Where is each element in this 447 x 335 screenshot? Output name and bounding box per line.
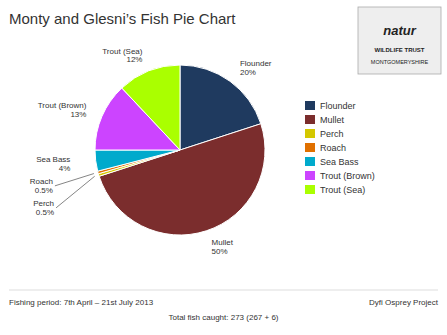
data-label-value: 20% (240, 68, 256, 77)
footer-text: Dyfi Osprey Project (369, 298, 439, 307)
legend-swatch (305, 143, 315, 152)
data-label-value: 50% (212, 247, 228, 256)
pie-slice (122, 65, 180, 150)
logo-text: natur (383, 23, 416, 38)
legend-swatch (305, 157, 315, 166)
footer-text: Fishing period: 7th April – 21st July 20… (9, 298, 154, 307)
legend-item: Trout (Sea) (305, 185, 365, 195)
footer-rule (9, 290, 438, 291)
data-label: Trout (Sea)12% (102, 47, 142, 65)
legend-label: Trout (Brown) (320, 171, 375, 181)
data-label-value: 12% (126, 55, 142, 64)
pie-slice (95, 150, 180, 171)
data-label-value: 13% (70, 110, 86, 119)
logo-text: MONTGOMERYSHIRE (371, 59, 429, 65)
data-label-name: Roach (30, 177, 53, 186)
data-label-value: 4% (59, 164, 71, 173)
data-label-name: Sea Bass (36, 155, 70, 164)
title: Monty and Glesni’s Fish Pie Chart (9, 10, 236, 27)
chart: Monty and Glesni’s Fish Pie Chart Flounde… (0, 0, 447, 335)
legend-label: Perch (320, 129, 344, 139)
logo-box (358, 7, 441, 74)
legend: Flounder Mullet Perch Roach Sea Bass Trout (B… (305, 101, 375, 195)
legend-item: Mullet (305, 115, 345, 125)
data-label: Flounder20% (240, 59, 272, 77)
legend-swatch (305, 185, 315, 194)
data-label: Perch0.5% (33, 199, 54, 217)
footer-text: Total fish caught: 273 (267 + 6) (168, 313, 278, 322)
data-label-value: 0.5% (36, 208, 54, 217)
pie: Flounder20%Mullet50%Perch0.5%Roach0.5%Se… (30, 47, 272, 257)
data-label: Trout (Brown)13% (38, 101, 87, 119)
legend-label: Sea Bass (320, 157, 359, 167)
legend-swatch (305, 129, 315, 138)
legend-label: Flounder (320, 101, 356, 111)
legend-swatch (305, 101, 315, 110)
legend-item: Trout (Brown) (305, 171, 375, 181)
legend-label: Roach (320, 143, 346, 153)
leader-line (55, 174, 94, 186)
data-label-name: Trout (Brown) (38, 101, 87, 110)
legend-label: Trout (Sea) (320, 185, 365, 195)
legend-item: Roach (305, 143, 346, 153)
legend-swatch (305, 115, 315, 124)
legend-label: Mullet (320, 115, 345, 125)
data-label-name: Trout (Sea) (102, 47, 142, 56)
leader-line (56, 176, 95, 208)
legend-item: Sea Bass (305, 157, 359, 167)
legend-item: Flounder (305, 101, 356, 111)
legend-swatch (305, 171, 315, 180)
data-label: Roach0.5% (30, 177, 53, 195)
logo: natur WILDLIFE TRUST MONTGOMERYSHIRE (358, 7, 441, 74)
data-label-value: 0.5% (35, 186, 53, 195)
data-label-name: Mullet (212, 238, 234, 247)
data-label: Sea Bass4% (36, 155, 70, 173)
data-label-name: Perch (33, 199, 54, 208)
data-label: Mullet50% (212, 238, 234, 256)
data-label-name: Flounder (240, 59, 272, 68)
legend-item: Perch (305, 129, 344, 139)
logo-text: WILDLIFE TRUST (375, 47, 425, 53)
